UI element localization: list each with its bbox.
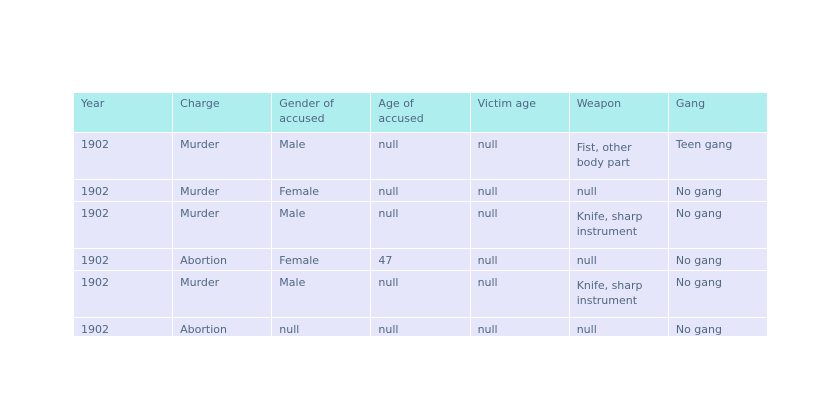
table-cell: Murder bbox=[172, 201, 273, 249]
table-cell: null bbox=[568, 317, 669, 336]
table-cell: No gang bbox=[667, 317, 768, 336]
table-cell: Knife, sharp instrument bbox=[568, 201, 669, 249]
table-cell: 1902 bbox=[73, 179, 174, 202]
header-cell: Age of accused bbox=[370, 92, 471, 133]
header-row: Year Charge Gender of accused Age of accuse… bbox=[73, 92, 768, 133]
table-row: 1902 Murder Male null null Knife, sharp instr… bbox=[73, 270, 768, 318]
table-cell: No gang bbox=[667, 179, 768, 202]
table-cell: null bbox=[370, 317, 471, 336]
table-cell: 1902 bbox=[73, 270, 174, 318]
table-cell: null bbox=[568, 179, 669, 202]
header-cell: Weapon bbox=[568, 92, 669, 133]
table-cell: null bbox=[469, 270, 570, 318]
table-row: 1902 Murder Male null null Fist, other body p… bbox=[73, 132, 768, 180]
header-cell: Victim age bbox=[469, 92, 570, 133]
table-cell: 47 bbox=[370, 248, 471, 271]
table-cell: null bbox=[370, 270, 471, 318]
table-cell: null bbox=[568, 248, 669, 271]
header-cell: Gang bbox=[667, 92, 768, 133]
table-cell: Teen gang bbox=[667, 132, 768, 180]
table-cell: No gang bbox=[667, 248, 768, 271]
table-cell: Murder bbox=[172, 179, 273, 202]
table-cell: Male bbox=[271, 201, 372, 249]
table-cell: null bbox=[469, 179, 570, 202]
data-table: Year Charge Gender of accused Age of accuse… bbox=[73, 92, 768, 336]
table-row: 1902 Murder Male null null Knife, sharp instr… bbox=[73, 201, 768, 249]
header-cell: Charge bbox=[172, 92, 273, 133]
table-cell: 1902 bbox=[73, 201, 174, 249]
table-cell: Murder bbox=[172, 270, 273, 318]
table-container: Year Charge Gender of accused Age of accuse… bbox=[73, 92, 768, 336]
table-cell: Male bbox=[271, 270, 372, 318]
table-cell: 1902 bbox=[73, 248, 174, 271]
table-cell: null bbox=[469, 132, 570, 180]
table-cell: No gang bbox=[667, 270, 768, 318]
table-row: 1902 Abortion Female 47 null null No gang bbox=[73, 248, 768, 271]
header-cell: Gender of accused bbox=[271, 92, 372, 133]
table-cell: null bbox=[469, 201, 570, 249]
table-cell: null bbox=[370, 179, 471, 202]
table-cell: Abortion bbox=[172, 317, 273, 336]
table-cell: Fist, other body part bbox=[568, 132, 669, 180]
table-cell: Female bbox=[271, 248, 372, 271]
table-cell: Abortion bbox=[172, 248, 273, 271]
table-cell: No gang bbox=[667, 201, 768, 249]
table-cell: 1902 bbox=[73, 317, 174, 336]
table-row: 1902 Abortion null null null null No gang bbox=[73, 317, 768, 336]
table-cell: null bbox=[469, 248, 570, 271]
table-cell: 1902 bbox=[73, 132, 174, 180]
table-cell: Male bbox=[271, 132, 372, 180]
table-cell: Knife, sharp instrument bbox=[568, 270, 669, 318]
table-cell: null bbox=[271, 317, 372, 336]
table-cell: Murder bbox=[172, 132, 273, 180]
table-cell: Female bbox=[271, 179, 372, 202]
table-row: 1902 Murder Female null null null No gang bbox=[73, 179, 768, 202]
table-cell: null bbox=[370, 201, 471, 249]
table-cell: null bbox=[469, 317, 570, 336]
header-cell: Year bbox=[73, 92, 174, 133]
table-cell: null bbox=[370, 132, 471, 180]
